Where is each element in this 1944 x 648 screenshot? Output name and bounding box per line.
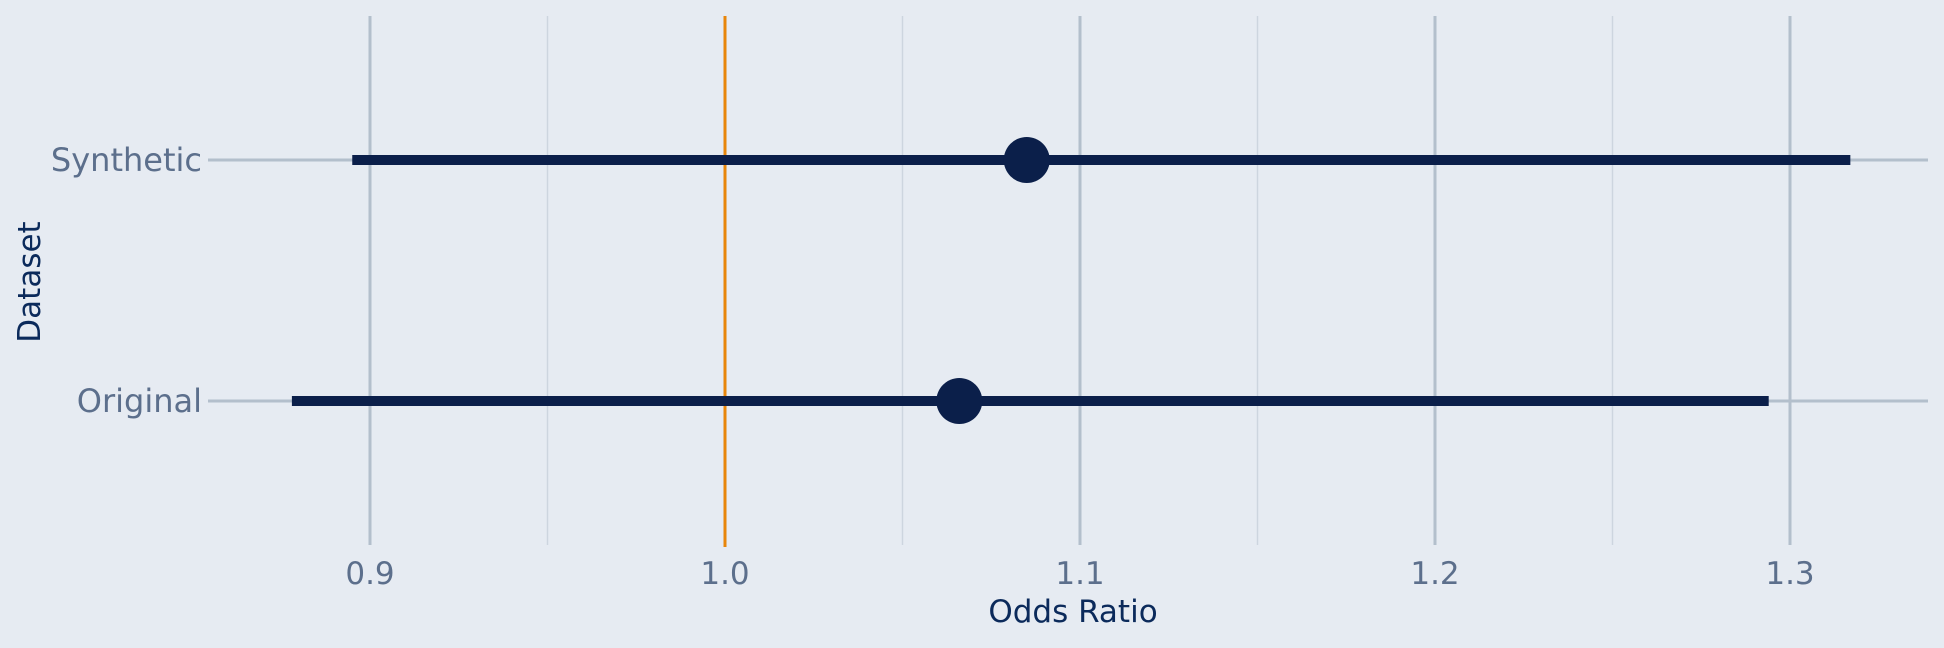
x-tick-label: 0.9 bbox=[345, 556, 394, 592]
odds-ratio-point bbox=[1003, 137, 1050, 183]
odds-ratio-point bbox=[936, 378, 983, 424]
x-tick-label: 1.0 bbox=[700, 556, 749, 592]
y-axis-title: Dataset bbox=[12, 221, 48, 342]
y-category-label: Synthetic bbox=[51, 141, 202, 179]
grid-layer bbox=[208, 16, 1928, 545]
tick-label-layer: 0.9 1.0 1.1 1.2 1.3 Synthetic Original bbox=[51, 141, 1815, 592]
x-tick-label: 1.2 bbox=[1410, 556, 1459, 592]
x-axis-title: Odds Ratio bbox=[988, 594, 1157, 630]
x-tick-label: 1.3 bbox=[1765, 556, 1814, 592]
series-layer bbox=[291, 137, 1851, 424]
x-tick-label: 1.1 bbox=[1055, 556, 1104, 592]
y-category-label: Original bbox=[77, 382, 202, 420]
